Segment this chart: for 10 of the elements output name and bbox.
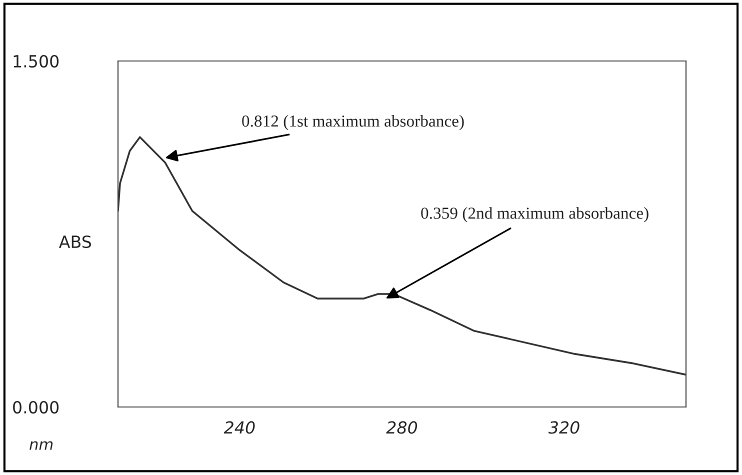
x-tick-label: 240 <box>224 421 255 434</box>
x-axis-title: nm <box>30 441 53 450</box>
line-series <box>118 136 686 376</box>
annotation: 0.812 (1st maximum absorbance) <box>242 114 464 130</box>
y-tick-label: 1.500 <box>14 54 59 68</box>
y-axis-title: ABS <box>58 235 92 248</box>
x-tick-label: 320 <box>548 421 580 434</box>
annotation: 0.359 (2nd maximum absorbance) <box>421 207 648 222</box>
x-tick-label: 280 <box>386 421 418 434</box>
y-tick-label: 0.000 <box>13 400 59 414</box>
